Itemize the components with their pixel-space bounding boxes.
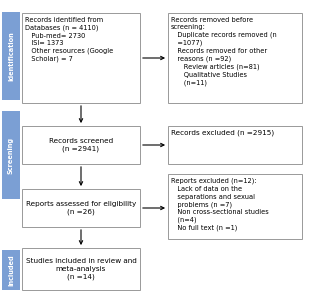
Text: Included: Included bbox=[8, 254, 14, 286]
Bar bbox=[168, 126, 302, 164]
Bar bbox=[22, 13, 140, 103]
Text: Records identified from
Databases (n = 4110)
   Pub-med= 2730
   ISI= 1373
   Ot: Records identified from Databases (n = 4… bbox=[25, 17, 113, 62]
Text: Records screened
(n =2941): Records screened (n =2941) bbox=[49, 138, 113, 152]
Bar bbox=[22, 189, 140, 227]
Text: Reports assessed for eligibility
(n =26): Reports assessed for eligibility (n =26) bbox=[26, 201, 136, 215]
Bar bbox=[168, 174, 302, 239]
Text: Screening: Screening bbox=[8, 136, 14, 173]
Text: Reports excluded (n=12):
   Lack of data on the
   separations and sexual
   pro: Reports excluded (n=12): Lack of data on… bbox=[171, 178, 269, 231]
Text: Studies included in review and
meta-analysis
(n =14): Studies included in review and meta-anal… bbox=[26, 258, 136, 280]
Bar bbox=[2, 111, 20, 199]
Bar bbox=[22, 126, 140, 164]
Bar bbox=[2, 12, 20, 100]
Bar bbox=[2, 250, 20, 290]
Text: Records removed before
screening:
   Duplicate records removed (n
   =1077)
   R: Records removed before screening: Duplic… bbox=[171, 17, 277, 86]
Text: Identification: Identification bbox=[8, 31, 14, 81]
Bar bbox=[168, 13, 302, 103]
Bar bbox=[22, 248, 140, 290]
Text: Records excluded (n =2915): Records excluded (n =2915) bbox=[171, 130, 274, 136]
